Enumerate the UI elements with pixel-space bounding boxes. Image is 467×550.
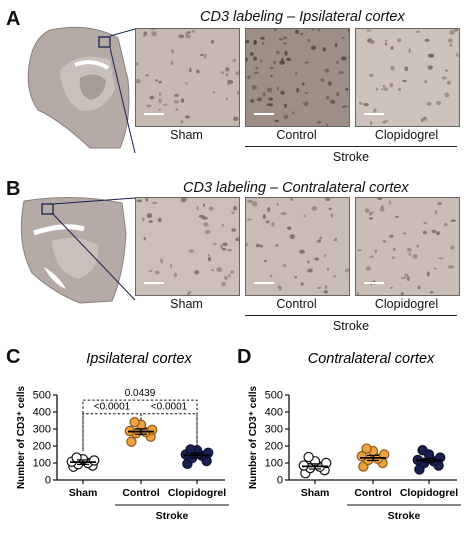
micrograph-b-clopidogrel [355,197,460,296]
panel-letter-d: D [237,346,252,368]
scale-bar [254,113,274,115]
stroke-rule-a [245,146,457,147]
c-pvalue: 0.0439 [125,388,156,399]
c-ylabel: Number of CD3⁺ cells [16,386,27,490]
d-xtick-label: Sham [301,487,330,499]
c-point-control [126,436,137,447]
label-b-control: Control [276,297,317,311]
d-point-sham [303,451,314,463]
d-ytick-label: 400 [265,407,283,419]
c-point-clopidogrel [185,444,196,455]
c-point-control [146,424,158,436]
brain-section-a [27,26,130,149]
panel-letter-a: A [6,8,21,30]
d-xtick-label: Control [354,487,391,499]
d-point-clopidogrel [417,445,428,456]
c-ytick-label: 100 [33,458,51,470]
panel-a-title: CD3 labeling – Ipsilateral cortex [200,9,405,25]
scale-bar [364,113,384,115]
c-ytick-label: 500 [33,390,51,402]
d-point-control [361,443,372,454]
scale-bar [364,282,384,284]
d-xtick-label: Clopidogrel [400,487,458,499]
d-ytick-label: 300 [265,424,283,436]
stroke-label-a: Stroke [332,150,370,164]
scale-bar [144,113,164,115]
c-pvalue: <0.0001 [151,402,188,413]
chart-contralateral: Contralateral cortex Number of CD3⁺ cells… [248,351,461,522]
panel-b-title: CD3 labeling – Contralateral cortex [183,180,409,196]
micrograph-a-sham [135,28,240,127]
brain-section-b [20,196,127,304]
c-ytick-label: 400 [33,407,51,419]
micrograph-b-sham [135,197,240,296]
micrograph-b-control [245,197,350,296]
stroke-label-b: Stroke [332,319,370,333]
label-b-clopidogrel: Clopidogrel [374,297,439,311]
c-ytick-label: 0 [45,475,51,487]
c-point-control [129,416,140,428]
zoom-lines-b [52,197,136,301]
c-ytick-label: 200 [33,441,51,453]
panel-letter-b: B [6,178,21,200]
c-bracket [140,413,198,446]
c-xtick-label: Sham [69,487,98,499]
c-point-sham [71,452,82,463]
c-xtick-label: Control [122,487,159,499]
c-pvalue: <0.0001 [94,402,131,413]
d-title: Contralateral cortex [308,351,435,367]
c-ytick-label: 300 [33,424,51,436]
c-point-sham [88,455,100,466]
micrograph-a-control [245,28,350,127]
c-xtick-label: Clopidogrel [168,487,226,499]
micrograph-a-clopidogrel [355,28,460,127]
chart-ipsilateral: Ipsilateral cortex Number of CD3⁺ cells 0 1… [16,351,229,522]
scale-bar [254,282,274,284]
label-a-control: Control [276,128,317,142]
d-group-label: Stroke [388,510,421,522]
scale-bar [144,282,164,284]
d-ytick-label: 0 [277,475,283,487]
c-title: Ipsilateral cortex [86,351,192,367]
d-ylabel: Number of CD3⁺ cells [248,386,259,490]
d-ytick-label: 100 [265,458,283,470]
stroke-rule-b [245,315,457,316]
c-bracket [82,413,142,452]
c-group-label: Stroke [156,510,189,522]
label-b-sham: Sham [170,297,203,311]
d-point-sham [320,457,332,469]
label-a-sham: Sham [170,128,203,142]
zoom-lines-a [110,28,136,154]
panel-letter-c: C [6,346,21,368]
d-ytick-label: 200 [265,441,283,453]
label-a-clopidogrel: Clopidogrel [374,128,439,142]
d-point-control [378,449,390,460]
d-ytick-label: 500 [265,390,283,402]
